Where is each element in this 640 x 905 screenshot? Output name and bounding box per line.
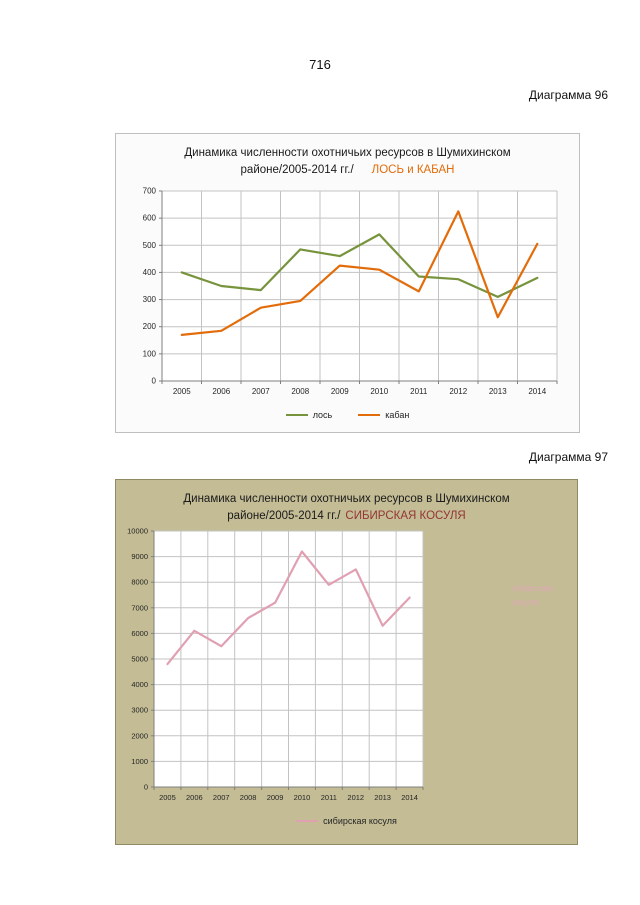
x-axis-label: 2011 [410,387,428,396]
series-line-лось [180,233,539,299]
y-axis-label: 500 [143,241,157,250]
x-axis-label: 2013 [489,387,507,396]
x-axis-label: 2009 [331,387,349,396]
legend-chart-2: сибирская косуля [116,816,577,826]
y-axis-label: 400 [143,268,157,277]
x-axis-label: 2005 [159,793,176,802]
x-axis-label: 2014 [401,793,418,802]
chart-kosulya: Динамика численности охотничьих ресурсов… [115,479,578,845]
chart-title-2-highlight: СИБИРСКАЯ КОСУЛЯ [345,510,466,523]
side-label-kosulya: сибирская косуля [512,583,553,607]
legend-line-swatch [296,820,319,822]
legend-line-swatch [285,414,308,416]
x-axis-label: 2007 [252,387,270,396]
diagram-96-caption: Диаграмма 96 [528,88,608,102]
x-axis-label: 2008 [291,387,309,396]
y-axis-label: 100 [143,349,157,358]
legend-label: лось [312,410,333,420]
y-axis-label: 0 [152,377,157,386]
x-axis-label: 2013 [374,793,391,802]
y-axis-label: 2000 [131,731,148,740]
x-axis-label: 2006 [186,793,203,802]
y-axis-label: 4000 [131,680,148,689]
line-chart-kosulya: 0 1000 2000 3000 4000 5000 6000 7000 8000 9000 100… [127,527,424,802]
y-axis-label: 8000 [131,578,148,587]
x-axis-label: 2010 [294,793,311,802]
x-axis-label: 2006 [212,387,230,396]
chart-title-1-line2: районе/2005-2014 гг./ [240,164,354,177]
y-axis-label: 10000 [127,527,148,536]
y-axis-label: 9000 [131,552,148,561]
x-axis-label: 2010 [370,387,388,396]
x-axis-label: 2012 [347,793,364,802]
chart-title-2: Динамика численности охотничьих ресурсов… [116,491,577,526]
y-axis-label: 5000 [131,655,148,664]
chart-los-kaban: Динамика численности охотничьих ресурсов… [115,133,580,433]
chart-title-1: Динамика численности охотничьих ресурсов… [116,145,579,180]
x-axis-label: 2014 [528,387,546,396]
y-axis-label: 6000 [131,629,148,638]
legend-label: кабан [385,410,410,420]
chart-title-1-line1: Динамика численности охотничьих ресурсов… [184,147,511,159]
y-axis-label: 200 [143,322,157,331]
y-axis-label: 3000 [131,706,148,715]
chart-title-2-line2: районе/2005-2014 гг./ [227,510,341,523]
chart-title-2-line1: Динамика численности охотничьих ресурсов… [183,493,510,505]
page-number: 716 [309,57,331,72]
x-axis-label: 2009 [267,793,284,802]
series-line-сибирская косуля [166,550,411,666]
x-axis-label: 2011 [321,793,337,802]
y-axis-label: 600 [143,214,157,223]
x-axis-label: 2012 [449,387,467,396]
legend-item-сибирская косуля: сибирская косуля [296,816,397,826]
line-chart-los-kaban: 0 100 200 300 400 500 600 700 2005 2006 2007 2008 20… [143,187,558,396]
y-axis-label: 1000 [131,757,148,766]
chart-title-1-highlight: ЛОСЬ и КАБАН [371,164,455,177]
legend-label: сибирская косуля [323,816,397,826]
y-axis-label: 0 [144,783,148,792]
diagram-97-caption: Диаграмма 97 [528,450,608,464]
legend-item-кабан: кабан [358,410,409,420]
y-axis-label: 300 [143,295,157,304]
legend-line-swatch [358,414,381,416]
legend-item-лось: лось [285,410,333,420]
series-line-кабан [180,210,539,336]
x-axis-label: 2005 [173,387,191,396]
x-axis-label: 2008 [240,793,257,802]
y-axis-label: 700 [143,187,157,196]
y-axis-label: 7000 [131,603,148,612]
x-axis-label: 2007 [213,793,230,802]
legend-chart-1: лось кабан [116,410,579,420]
